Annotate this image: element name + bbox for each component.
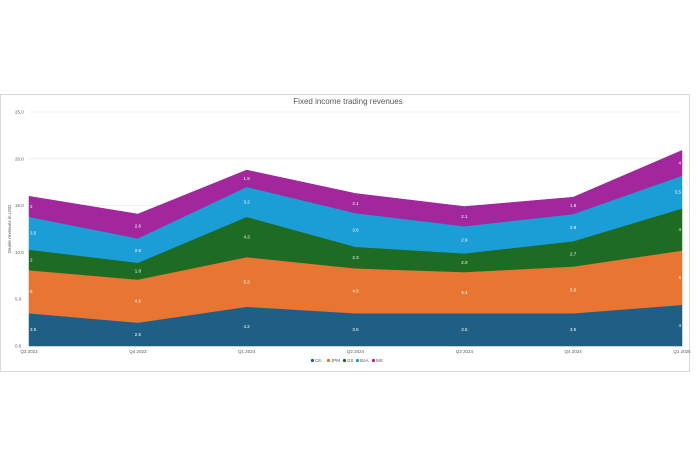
area-series-ms [28,149,683,239]
data-label: 2 [30,257,33,262]
legend-entry-gs: GS [347,358,354,363]
data-label: 2.5 [135,332,142,337]
legend-marker [371,358,376,363]
data-label: 3.5 [352,327,359,332]
data-label: 3.2 [244,199,251,204]
data-label: 5 [678,275,681,280]
data-label: 2.9 [461,237,468,242]
legend-entry-ms: MS [376,358,383,363]
data-label: 6 [30,289,33,294]
data-label: 4.4 [461,290,468,295]
data-label: 2.3 [352,255,359,260]
chart-title: Fixed income trading revenues [293,97,403,106]
x-tick-label: Q1 2024 [238,349,256,354]
data-label: 1.8 [244,176,251,181]
data-label: 5.3 [244,279,251,284]
y-tick-label: 10.0 [15,250,24,255]
legend-entry-jpm: JPM [331,358,340,363]
data-label: 2 [30,204,33,209]
y-tick-label: 20.0 [15,156,24,161]
data-label: 4 [678,227,681,232]
y-tick-label: 5.0 [15,297,22,302]
data-label: 4.2 [244,324,251,329]
legend-entry-boa: BoA [360,358,369,363]
data-label: 3.6 [352,227,359,232]
x-tick-label: Q3 2024 [456,349,474,354]
data-label: 3.5 [30,231,37,236]
y-axis-label: Dealer revenues in USD [7,204,12,253]
data-label: 3.5 [570,327,577,332]
x-tick-label: Q3 2023 [20,349,38,354]
data-label: 4 [678,161,681,166]
data-label: 3.5 [461,327,468,332]
data-label: 2.1 [352,201,359,206]
data-label: 2.6 [135,224,142,229]
data-label: 3.5 [30,327,37,332]
legend-entry-citi: Citi [315,358,322,363]
data-label: 2.7 [570,251,577,256]
data-label: 4.3 [244,234,251,239]
x-tick-label: Q1 2025 [673,349,691,354]
data-label: 2.6 [135,248,142,253]
x-tick-label: Q4 2024 [565,349,583,354]
legend-marker [310,358,315,363]
data-label: 4 [678,323,681,328]
data-label: 4.6 [135,299,142,304]
y-tick-label: 0.0 [15,344,22,349]
y-tick-label: 15.0 [15,203,24,208]
data-label: 2.0 [461,260,468,265]
data-label: 4.8 [352,288,359,293]
data-label: 5.0 [570,287,577,292]
data-label: 3.5 [675,190,682,195]
x-tick-label: Q2 2024 [347,349,365,354]
data-label: 1.8 [135,269,142,274]
legend-marker [355,358,360,363]
data-label: 2.1 [461,214,468,219]
data-label: 1.8 [570,203,577,208]
x-tick-label: Q4 2023 [129,349,147,354]
y-tick-label: 25.0 [15,110,24,115]
legend-marker [326,358,331,363]
legend-marker [342,358,347,363]
data-label: 2.9 [570,225,577,230]
